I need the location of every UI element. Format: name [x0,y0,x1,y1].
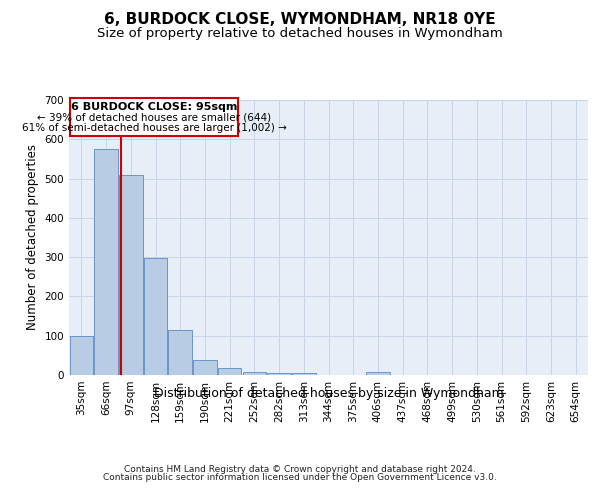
Text: Contains public sector information licensed under the Open Government Licence v3: Contains public sector information licen… [103,472,497,482]
Bar [70,336,93,375]
Text: Size of property relative to detached houses in Wymondham: Size of property relative to detached ho… [97,28,503,40]
Text: 6, BURDOCK CLOSE, WYMONDHAM, NR18 0YE: 6, BURDOCK CLOSE, WYMONDHAM, NR18 0YE [104,12,496,28]
FancyBboxPatch shape [70,98,238,136]
Bar [94,149,118,375]
Bar [242,372,266,375]
Bar [292,373,316,375]
Bar [218,368,241,375]
Text: Contains HM Land Registry data © Crown copyright and database right 2024.: Contains HM Land Registry data © Crown c… [124,465,476,474]
Bar [366,372,389,375]
Text: 61% of semi-detached houses are larger (1,002) →: 61% of semi-detached houses are larger (… [22,124,287,134]
Bar [268,372,291,375]
Text: 6 BURDOCK CLOSE: 95sqm: 6 BURDOCK CLOSE: 95sqm [71,102,238,113]
Bar [144,258,167,375]
Bar [119,174,143,375]
Bar [169,330,192,375]
Bar [193,360,217,375]
Y-axis label: Number of detached properties: Number of detached properties [26,144,39,330]
Text: Distribution of detached houses by size in Wymondham: Distribution of detached houses by size … [154,388,503,400]
Text: ← 39% of detached houses are smaller (644): ← 39% of detached houses are smaller (64… [37,112,271,122]
